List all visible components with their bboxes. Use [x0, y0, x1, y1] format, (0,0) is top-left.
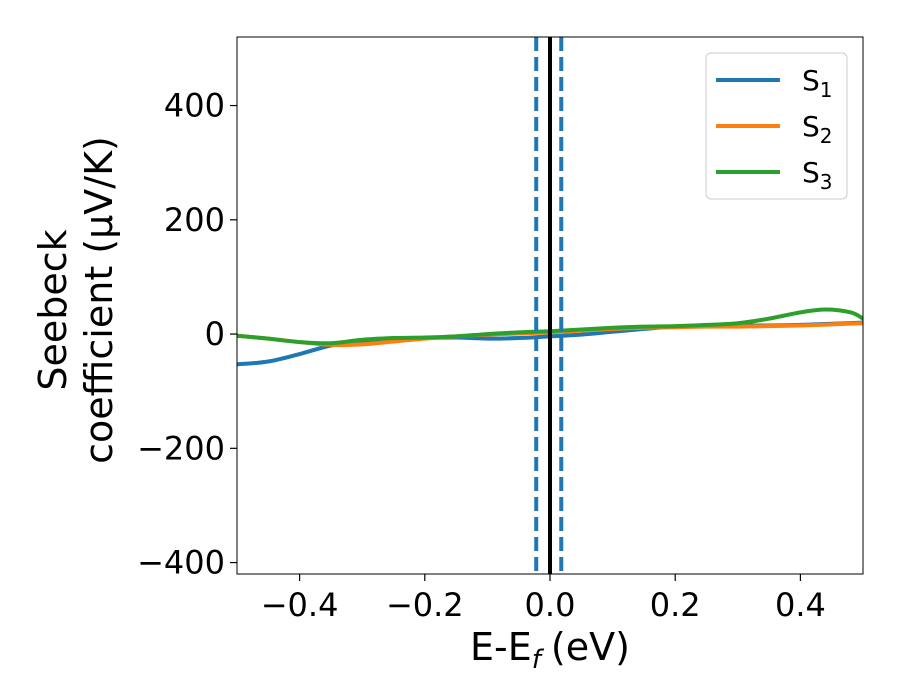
x-tick-label: 0.4 — [775, 586, 826, 624]
y-axis-label-line2: coefficient (μV/K) — [77, 136, 121, 464]
y-tick-label: 400 — [164, 87, 225, 125]
x-axis-label-unit: (eV) — [551, 625, 630, 669]
y-tick-label: 0 — [205, 315, 225, 353]
x-tick-label: −0.4 — [261, 586, 339, 624]
y-tick-label: −200 — [137, 429, 225, 467]
x-ticks: −0.4 −0.2 0.0 0.2 0.4 — [261, 574, 826, 624]
y-tick-label: 200 — [164, 201, 225, 239]
series-line-3 — [237, 307, 863, 346]
legend-label-main: S — [802, 156, 820, 189]
legend-label-main: S — [802, 110, 820, 143]
x-axis-label-main: E-E — [470, 625, 532, 669]
y-axis-label-line1: Seebeck — [31, 229, 75, 390]
legend-label-sub: 1 — [820, 78, 833, 102]
x-axis-label-sub: f — [532, 645, 545, 675]
legend-label-1: S1 — [802, 64, 833, 102]
legend-label-sub: 3 — [820, 170, 833, 194]
y-tick-label: −400 — [137, 544, 225, 582]
legend-label-sub: 2 — [820, 124, 833, 148]
vertical-lines — [534, 37, 564, 574]
x-tick-label: 0.0 — [525, 586, 576, 624]
legend-label-main: S — [802, 64, 820, 97]
x-tick-label: −0.2 — [386, 586, 464, 624]
x-tick-label: 0.2 — [650, 586, 701, 624]
x-axis-label: E-Ef (eV) — [470, 625, 630, 675]
legend-label-2: S2 — [802, 110, 833, 148]
legend-label-3: S3 — [802, 156, 833, 194]
y-ticks: −400 −200 0 200 400 — [137, 87, 237, 582]
